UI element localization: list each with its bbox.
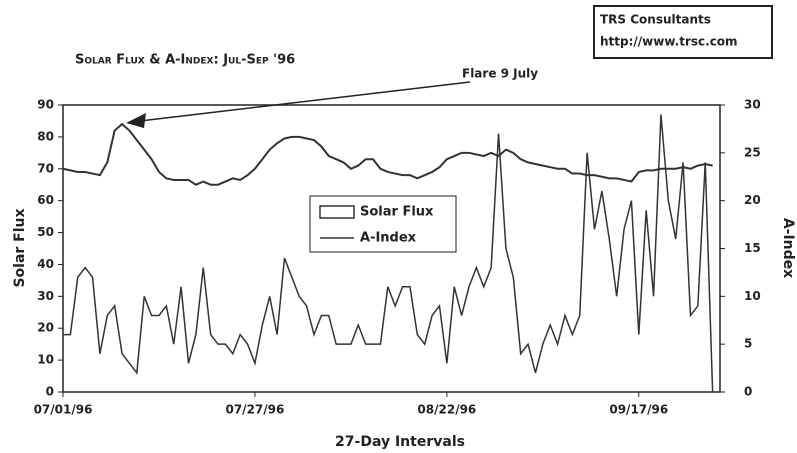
y2-tick-label: 10 xyxy=(744,289,761,303)
legend-label: A-Index xyxy=(360,231,417,246)
arrow-head xyxy=(126,113,146,128)
line-series xyxy=(62,122,713,186)
x-axis-label: 27-Day Intervals xyxy=(335,434,465,450)
y2-axis-label: A-Index xyxy=(780,218,796,278)
line-series xyxy=(63,114,714,393)
legend-symbol xyxy=(319,205,355,219)
credit: http://www.trsc.com xyxy=(600,35,738,49)
y-tick-label: 40 xyxy=(37,257,54,271)
y2-tick-label: 25 xyxy=(744,145,761,159)
y-tick-label: 60 xyxy=(37,193,54,207)
y-tick-label: 0 xyxy=(46,385,54,399)
y-tick-label: 30 xyxy=(37,289,54,303)
y2-tick-label: 15 xyxy=(744,241,761,255)
y2-tick-label: 30 xyxy=(744,98,761,112)
annotation: Flare 9 July xyxy=(462,67,538,81)
annotation-arrow xyxy=(139,81,471,122)
x-tick-label: 07/01/96 xyxy=(34,403,93,417)
y-tick-label: 90 xyxy=(37,98,54,112)
y2-tick-label: 0 xyxy=(744,385,752,399)
legend xyxy=(309,195,457,253)
x-tick-label: 07/27/96 xyxy=(225,403,284,417)
credit-box xyxy=(593,5,773,59)
x-tick-label: 08/22/96 xyxy=(417,403,476,417)
y-tick-label: 20 xyxy=(37,321,54,335)
y-tick-label: 80 xyxy=(37,129,54,143)
x-tick-label: 09/17/96 xyxy=(609,403,668,417)
credit: TRS Consultants xyxy=(600,13,711,27)
chart-title: Solar Flux & A-Index: Jul-Sep '96 xyxy=(75,53,295,68)
y-tick-label: 50 xyxy=(37,225,54,239)
y2-tick-label: 5 xyxy=(744,337,752,351)
y2-tick-label: 20 xyxy=(744,193,761,207)
y-axis-label: Solar Flux xyxy=(12,208,28,287)
legend-label: Solar Flux xyxy=(360,205,434,220)
y-tick-label: 70 xyxy=(37,161,54,175)
y-tick-label: 10 xyxy=(37,353,54,367)
